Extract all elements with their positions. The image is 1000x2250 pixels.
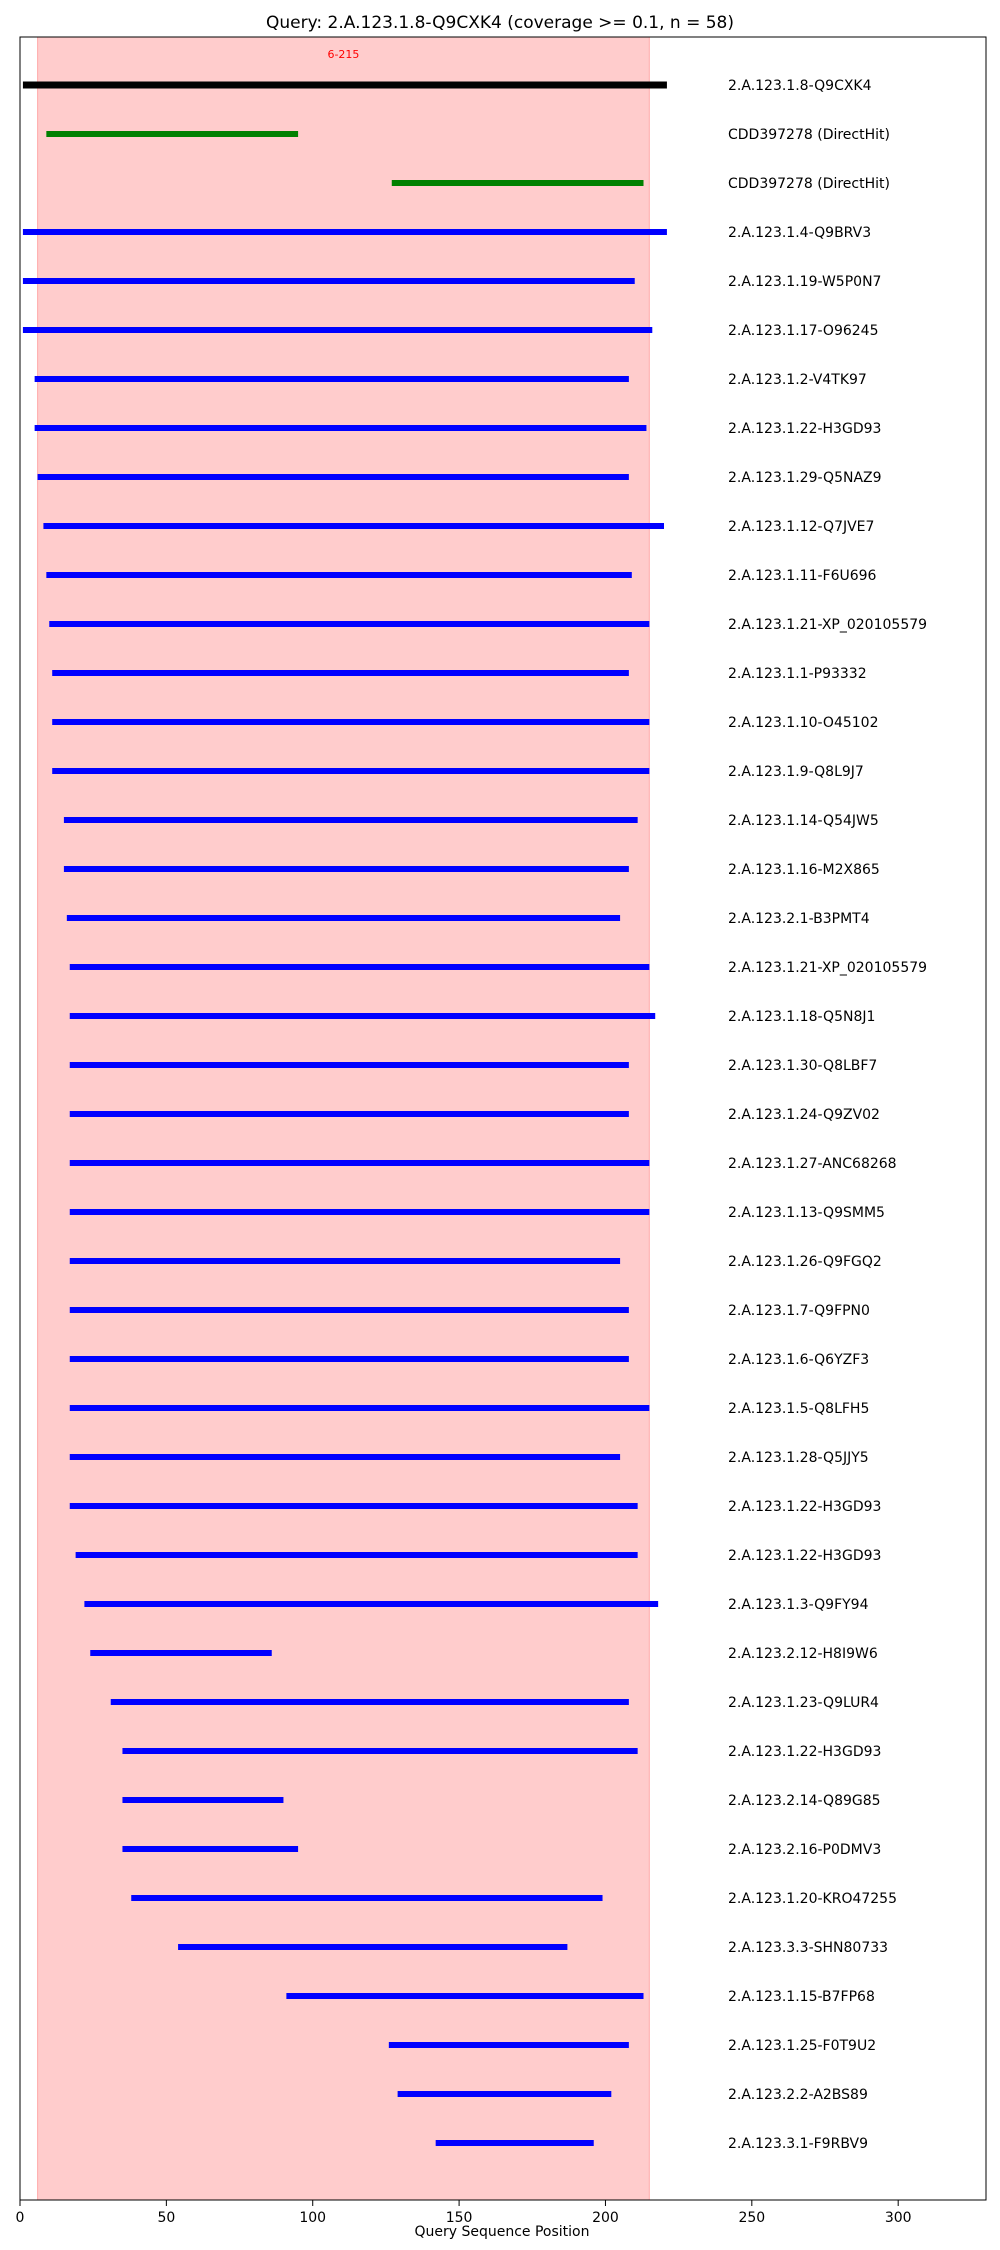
row-label: 2.A.123.1.22-H3GD93 — [728, 1548, 881, 1564]
x-tick-label: 50 — [157, 2210, 175, 2226]
row-label: 2.A.123.2.1-B3PMT4 — [728, 911, 870, 927]
row-label: CDD397278 (DirectHit) — [728, 176, 890, 192]
row-label: 2.A.123.1.18-Q5N8J1 — [728, 1009, 875, 1025]
x-axis-label: Query Sequence Position — [414, 2224, 589, 2240]
row-label: 2.A.123.1.22-H3GD93 — [728, 421, 881, 437]
row-label: 2.A.123.1.13-Q9SMM5 — [728, 1205, 885, 1221]
row-label: 2.A.123.2.16-P0DMV3 — [728, 1842, 881, 1858]
row-label: 2.A.123.1.17-O96245 — [728, 323, 878, 339]
row-label: 2.A.123.1.23-Q9LUR4 — [728, 1695, 879, 1711]
row-label: 2.A.123.1.28-Q5JJY5 — [728, 1450, 869, 1466]
row-label: 2.A.123.1.30-Q8LBF7 — [728, 1058, 877, 1074]
row-label: 2.A.123.1.16-M2X865 — [728, 862, 880, 878]
row-label: 2.A.123.1.12-Q7JVE7 — [728, 519, 874, 535]
row-label: 2.A.123.1.5-Q8LFH5 — [728, 1401, 869, 1417]
highlight-region — [37, 36, 650, 2201]
row-label: 2.A.123.1.15-B7FP68 — [728, 1989, 875, 2005]
x-tick-label: 150 — [446, 2210, 473, 2226]
plot-frame — [19, 36, 987, 2201]
x-tick-label: 300 — [885, 2210, 912, 2226]
row-label: 2.A.123.1.14-Q54JW5 — [728, 813, 879, 829]
row-label: 2.A.123.1.6-Q6YZF3 — [728, 1352, 869, 1368]
row-label: 2.A.123.1.21-XP_020105579 — [728, 960, 927, 976]
row-label: 2.A.123.1.19-W5P0N7 — [728, 274, 881, 290]
row-label: 2.A.123.1.2-V4TK97 — [728, 372, 867, 388]
row-label: 2.A.123.1.10-O45102 — [728, 715, 878, 731]
chart-title: Query: 2.A.123.1.8-Q9CXK4 (coverage >= 0… — [266, 13, 734, 33]
row-label: 2.A.123.2.14-Q89G85 — [728, 1793, 881, 1809]
row-label: 2.A.123.1.9-Q8L9J7 — [728, 764, 864, 780]
row-label: 2.A.123.2.2-A2BS89 — [728, 2087, 868, 2103]
highlight-region-label: 6-215 — [327, 48, 359, 61]
row-label: 2.A.123.1.24-Q9ZV02 — [728, 1107, 880, 1123]
row-label: 2.A.123.1.25-F0T9U2 — [728, 2038, 876, 2054]
row-label: 2.A.123.2.12-H8I9W6 — [728, 1646, 878, 1662]
row-label: 2.A.123.1.8-Q9CXK4 — [728, 78, 872, 94]
row-label: 2.A.123.1.27-ANC68268 — [728, 1156, 897, 1172]
row-label: 2.A.123.1.3-Q9FY94 — [728, 1597, 869, 1613]
row-label: 2.A.123.3.3-SHN80733 — [728, 1940, 888, 1956]
x-tick-label: 0 — [16, 2210, 25, 2226]
x-tick-label: 250 — [738, 2210, 765, 2226]
x-tick-label: 100 — [299, 2210, 326, 2226]
plot-area: 6-215 2.A.123.1.8-Q9CXK4 CDD397278 (Direct… — [16, 36, 987, 2226]
row-label: CDD397278 (DirectHit) — [728, 127, 890, 143]
row-label: 2.A.123.1.22-H3GD93 — [728, 1744, 881, 1760]
row-label: 2.A.123.1.7-Q9FPN0 — [728, 1303, 870, 1319]
row-label: 2.A.123.1.26-Q9FGQ2 — [728, 1254, 882, 1270]
row-label: 2.A.123.1.1-P93332 — [728, 666, 867, 682]
x-tick-label: 200 — [592, 2210, 619, 2226]
row-label: 2.A.123.1.29-Q5NAZ9 — [728, 470, 882, 486]
row-label: 2.A.123.1.11-F6U696 — [728, 568, 877, 584]
row-label: 2.A.123.1.22-H3GD93 — [728, 1499, 881, 1515]
row-label: 2.A.123.3.1-F9RBV9 — [728, 2136, 868, 2152]
row-label: 2.A.123.1.4-Q9BRV3 — [728, 225, 871, 241]
row-label: 2.A.123.1.21-XP_020105579 — [728, 617, 927, 633]
row-label: 2.A.123.1.20-KRO47255 — [728, 1891, 897, 1907]
